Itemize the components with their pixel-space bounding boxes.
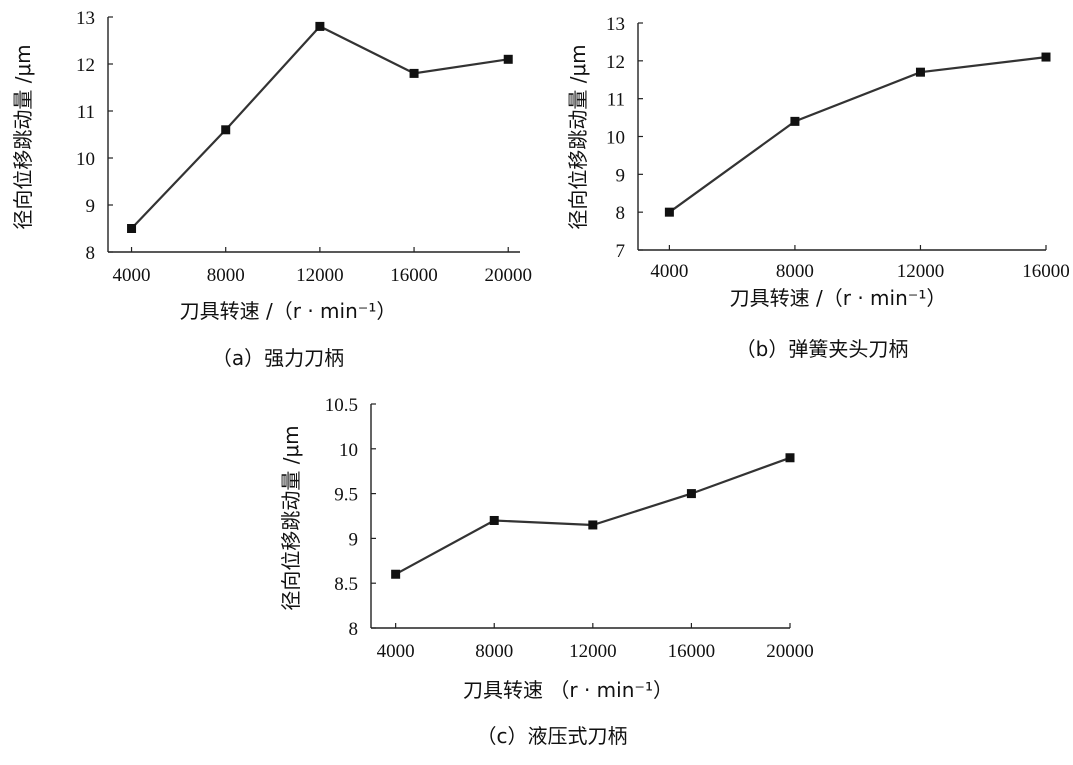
chart-b: 径向位移跳动量 /μm 刀具转速 /（r · min⁻¹） （b）弹簧夹头刀柄 … bbox=[566, 14, 1070, 361]
chart-b-data-point bbox=[790, 116, 800, 126]
chart-c-y-tick-label: 10.5 bbox=[325, 395, 358, 416]
chart-b-y-axis-label: 径向位移跳动量 /μm bbox=[566, 44, 590, 229]
chart-c-x-tick-label: 12000 bbox=[569, 641, 617, 662]
chart-c-data-point bbox=[588, 520, 598, 530]
chart-b-y-tick-label: 10 bbox=[606, 128, 625, 149]
chart-b-y-tick-label: 13 bbox=[606, 14, 625, 35]
chart-b-y-tick-label: 9 bbox=[616, 165, 626, 186]
chart-c-data-point bbox=[391, 569, 401, 579]
chart-b-y-tick-label: 7 bbox=[616, 241, 626, 262]
chart-a-y-tick-label: 9 bbox=[86, 196, 96, 217]
chart-a-x-axis-label: 刀具转速 /（r · min⁻¹） bbox=[180, 299, 397, 323]
chart-c-data-point bbox=[686, 489, 696, 499]
chart-a-data-point bbox=[409, 68, 419, 78]
chart-b-data-point bbox=[915, 67, 925, 77]
chart-c-data-point bbox=[489, 515, 499, 525]
chart-b-y-tick-label: 8 bbox=[616, 203, 626, 224]
chart-a-x-tick-label: 16000 bbox=[390, 265, 438, 286]
chart-b-x-axis-label: 刀具转速 /（r · min⁻¹） bbox=[730, 286, 947, 310]
chart-a-y-tick-label: 12 bbox=[76, 55, 95, 76]
chart-a-y-tick-label: 13 bbox=[76, 8, 95, 29]
chart-b-x-tick-label: 8000 bbox=[776, 261, 814, 282]
chart-a-series-line bbox=[130, 25, 509, 230]
chart-b-y-tick-label: 11 bbox=[607, 90, 625, 111]
chart-b-caption: （b）弹簧夹头刀柄 bbox=[736, 337, 909, 361]
chart-b-series-line bbox=[668, 56, 1047, 214]
chart-c-x-tick-label: 16000 bbox=[668, 641, 716, 662]
chart-c-x-tick-label: 8000 bbox=[475, 641, 513, 662]
chart-c-y-tick-label: 10 bbox=[339, 440, 358, 461]
chart-b-data-point bbox=[1041, 52, 1051, 62]
chart-c-y-axis-label: 径向位移跳动量 /μm bbox=[279, 425, 303, 610]
chart-a-x-tick-label: 4000 bbox=[113, 265, 151, 286]
chart-c-x-axis-label: 刀具转速 （r · min⁻¹） bbox=[463, 678, 673, 702]
chart-a-x-tick-label: 8000 bbox=[207, 265, 245, 286]
chart-c-y-tick-label: 8 bbox=[349, 619, 359, 640]
chart-a-y-tick-label: 8 bbox=[86, 243, 96, 264]
chart-a-y-tick-label: 11 bbox=[77, 102, 95, 123]
chart-b-y-tick-label: 12 bbox=[606, 52, 625, 73]
chart-b-x-tick-label: 16000 bbox=[1022, 261, 1070, 282]
chart-c-x-tick-label: 20000 bbox=[766, 641, 814, 662]
chart-c-y-tick-label: 8.5 bbox=[334, 574, 358, 595]
chart-b-x-tick-label: 12000 bbox=[897, 261, 945, 282]
chart-c-series-line bbox=[395, 456, 791, 576]
chart-c: 径向位移跳动量 /μm 刀具转速 （r · min⁻¹） （c）液压式刀柄 8 8… bbox=[279, 395, 814, 748]
chart-b-data-point bbox=[664, 207, 674, 217]
chart-a-data-point bbox=[315, 21, 325, 31]
chart-b-x-tick-label: 4000 bbox=[650, 261, 688, 282]
chart-a-x-tick-label: 12000 bbox=[296, 265, 344, 286]
chart-a: 径向位移跳动量 /μm 刀具转速 /（r · min⁻¹） （a）强力刀柄 8 9… bbox=[11, 8, 532, 370]
chart-c-y-tick-label: 9 bbox=[349, 529, 359, 550]
chart-c-caption: （c）液压式刀柄 bbox=[477, 724, 628, 748]
chart-a-y-tick-label: 10 bbox=[76, 149, 95, 170]
chart-c-data-point bbox=[785, 453, 795, 463]
chart-a-x-tick-label: 20000 bbox=[484, 265, 532, 286]
chart-c-y-tick-label: 9.5 bbox=[334, 485, 358, 506]
chart-a-y-axis-label: 径向位移跳动量 /μm bbox=[11, 44, 35, 229]
chart-a-data-point bbox=[503, 54, 513, 64]
chart-a-caption: （a）强力刀柄 bbox=[212, 346, 344, 370]
chart-c-x-tick-label: 4000 bbox=[377, 641, 415, 662]
chart-a-data-point bbox=[221, 125, 231, 135]
chart-a-data-point bbox=[127, 224, 137, 233]
